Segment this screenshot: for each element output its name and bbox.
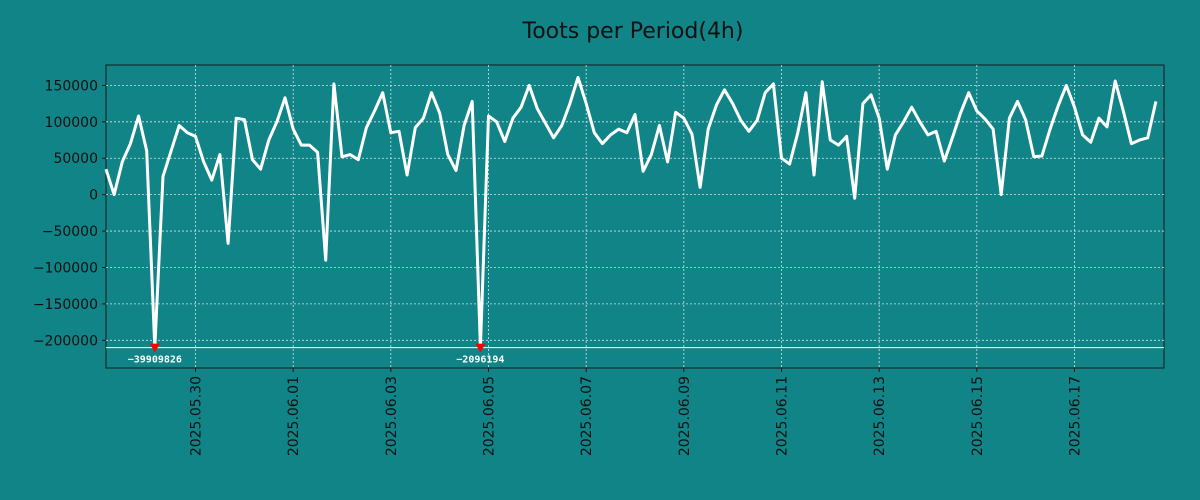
y-tick-label: −200000: [33, 333, 98, 349]
series-group: [104, 75, 1158, 350]
x-axis: 2025.05.30 2025.06.01 2025.06.03 2025.06.05…: [189, 368, 1083, 456]
chart-title: Toots per Period(4h): [522, 19, 744, 44]
x-tick-label: 2025.06.01: [286, 376, 302, 456]
x-tick-label: 2025.06.03: [384, 376, 400, 456]
x-tick-label: 2025.05.30: [189, 376, 205, 456]
outlier-marker: [475, 343, 486, 353]
series-line: [104, 75, 1158, 350]
x-tick-label: 2025.06.15: [970, 376, 986, 456]
y-tick-label: 0: [89, 188, 98, 204]
x-tick-label: 2025.06.09: [677, 376, 693, 456]
annotations: −39909826 −2096194: [128, 343, 504, 366]
y-tick-label: 50000: [53, 151, 98, 167]
outlier-label: −2096194: [456, 355, 504, 366]
y-tick-label: 150000: [45, 78, 98, 94]
x-tick-label: 2025.06.13: [872, 376, 888, 456]
x-tick-label: 2025.06.11: [774, 376, 790, 456]
y-tick-label: −100000: [33, 260, 98, 276]
grid-lines: [106, 65, 1164, 368]
y-tick-label: 100000: [45, 115, 98, 131]
y-axis: 150000 100000 50000 0 −50000 −100000 −150000 −2…: [33, 78, 106, 349]
plot-area: [105, 64, 1165, 369]
x-tick-label: 2025.06.07: [579, 376, 595, 456]
x-tick-label: 2025.06.17: [1067, 376, 1083, 456]
y-tick-label: −150000: [33, 297, 98, 313]
x-tick-label: 2025.06.05: [482, 376, 498, 456]
y-tick-label: −50000: [42, 224, 98, 240]
outlier-label: −39909826: [128, 355, 182, 366]
outlier-marker: [149, 343, 160, 353]
